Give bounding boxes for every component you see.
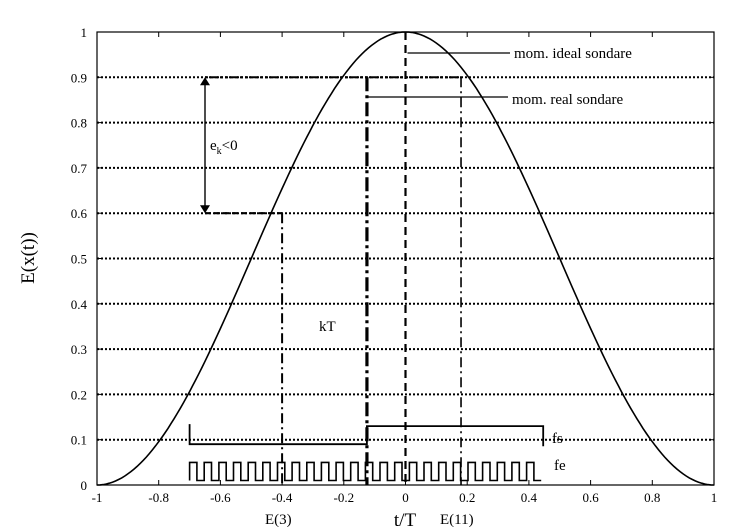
y-tick-label: 0.1 xyxy=(71,433,87,448)
x-axis-label: t/T xyxy=(394,510,417,527)
y-tick-label: 0.2 xyxy=(71,387,87,402)
plot-content xyxy=(96,31,715,486)
label-real-sampling: mom. real sondare xyxy=(512,92,624,108)
fs-signal xyxy=(188,424,545,447)
x-tick-label: 0.2 xyxy=(459,490,475,505)
y-tick-label: 1 xyxy=(81,25,88,40)
label-fe: fe xyxy=(554,458,566,474)
y-tick-label: 0.5 xyxy=(71,252,87,267)
x-tick-label: -0.2 xyxy=(334,490,355,505)
label-E3: E(3) xyxy=(265,512,292,527)
x-tick-label: 0.6 xyxy=(582,490,599,505)
x-tick-label: -0.6 xyxy=(210,490,231,505)
label-ideal-sampling: mom. ideal sondare xyxy=(514,46,632,62)
x-tick-label: 0.8 xyxy=(644,490,660,505)
x-tick-label: 0.4 xyxy=(521,490,538,505)
tick-marks xyxy=(96,31,715,486)
x-tick-label: -0.8 xyxy=(148,490,169,505)
error-arrow-head-bottom xyxy=(200,205,210,214)
x-tick-label: 1 xyxy=(711,490,718,505)
x-tick-label: -0.4 xyxy=(272,490,293,505)
x-tick-label: 0 xyxy=(402,490,409,505)
y-tick-label: 0.9 xyxy=(71,70,87,85)
label-error-tail: <0 xyxy=(222,138,238,154)
y-tick-label: 0.4 xyxy=(71,297,88,312)
x-tick-label: -1 xyxy=(92,490,103,505)
fe-signal xyxy=(188,461,542,482)
label-kT: kT xyxy=(319,319,336,335)
tick-labels: 0 0.1 0.2 0.3 0.4 0.5 0.6 0.7 0.8 0.9 1 -1 -0.8 -0.6 -… xyxy=(71,25,718,505)
error-arrow-head-top xyxy=(200,77,210,86)
label-E11: E(11) xyxy=(440,512,474,527)
label-error: ek<0 xyxy=(210,138,238,157)
y-tick-label: 0.6 xyxy=(71,206,88,221)
y-axis-label: E(x(t)) xyxy=(18,232,39,284)
label-fs: fs xyxy=(552,431,563,447)
y-tick-label: 0.8 xyxy=(71,116,87,131)
y-tick-label: 0 xyxy=(81,478,88,493)
y-tick-label: 0.7 xyxy=(71,161,88,176)
label-error-subscript: k xyxy=(217,146,222,157)
y-tick-label: 0.3 xyxy=(71,342,87,357)
label-error-main: e xyxy=(210,138,217,154)
